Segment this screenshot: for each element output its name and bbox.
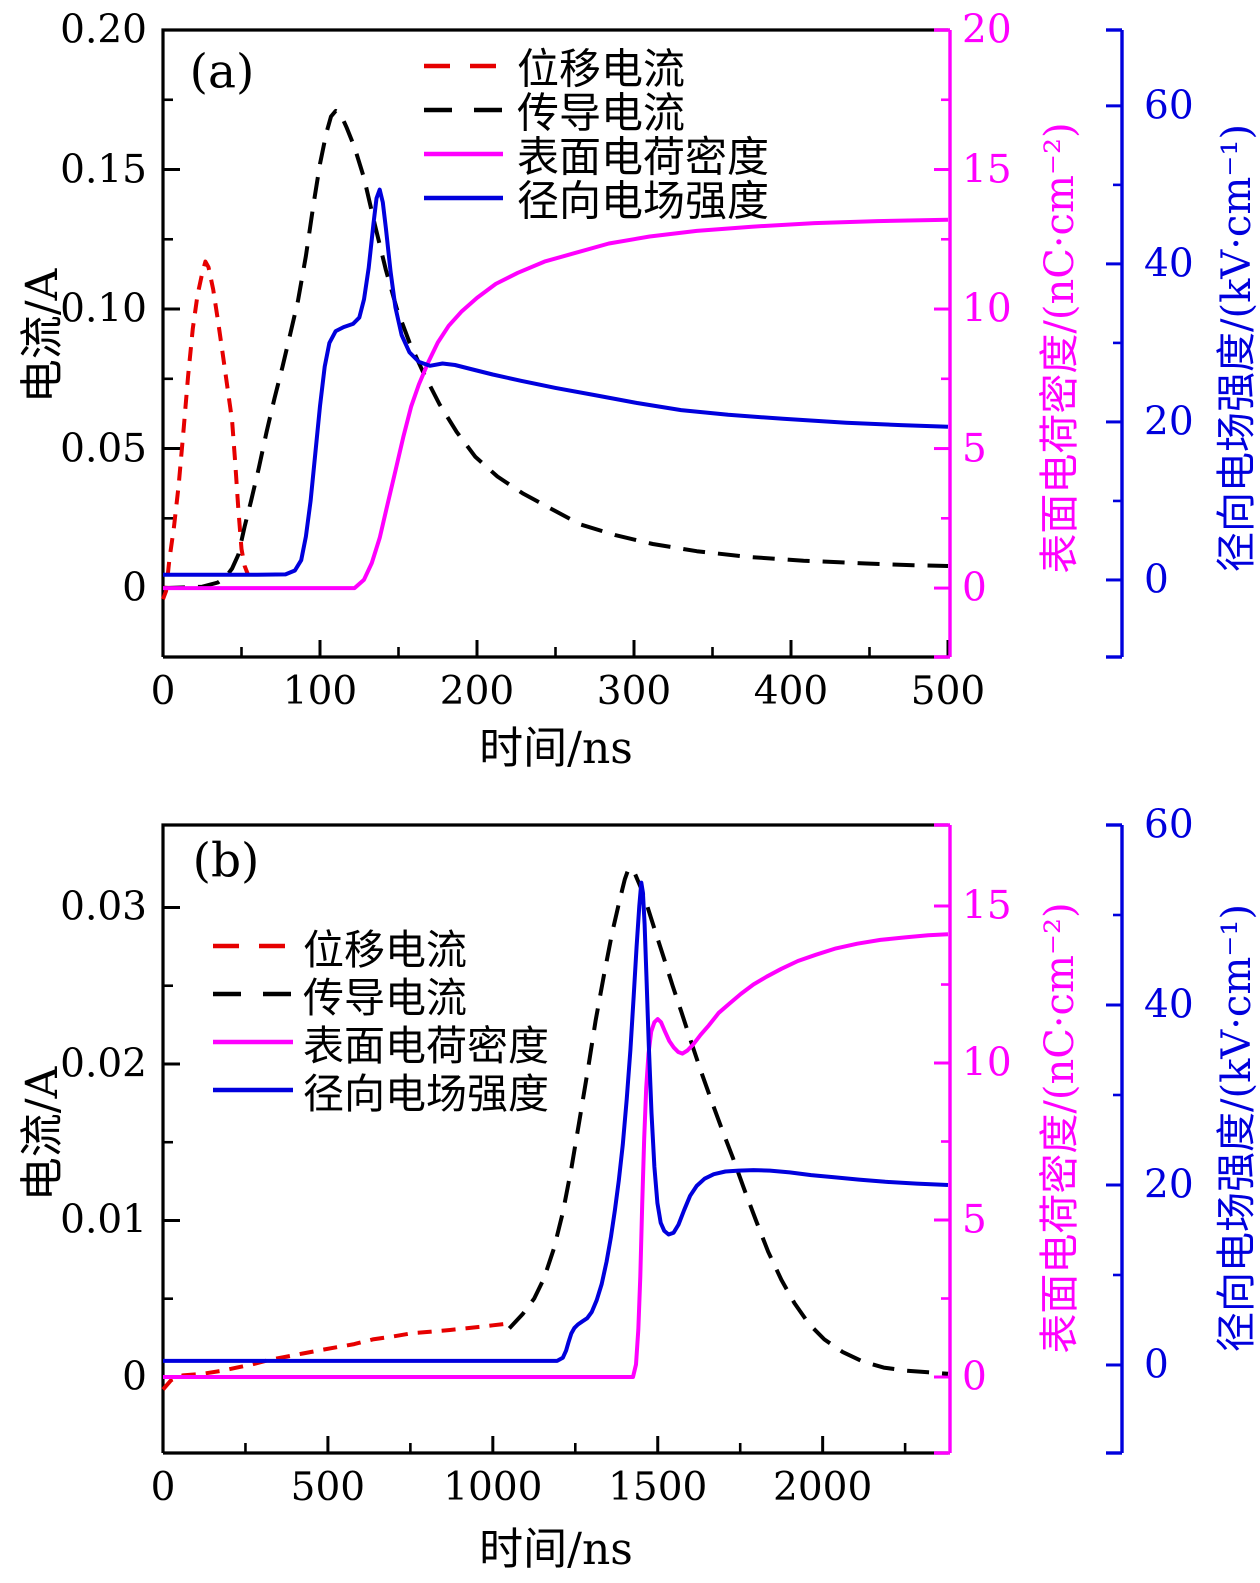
p0-curve-conduction-current (162, 108, 949, 591)
p1-x-tick-label: 1500 (608, 1465, 708, 1510)
p0-curve-displacement-current (161, 259, 250, 600)
p0-legend-label-displacement-current: 位移电流 (517, 44, 686, 94)
panel-a-time-axis-title: 时间/ns (479, 723, 633, 774)
p1-curve-surface-charge-density (163, 932, 949, 1379)
panel-a-charge-axis-title: 表面电荷密度/(nC·cm⁻²) (1037, 122, 1083, 574)
p0-x-tick-label: 300 (596, 669, 672, 714)
panel-b-field-axis-title: 径向电场强度/(kV·cm⁻¹) (1214, 903, 1260, 1353)
p0-curve-radial-electric-field (163, 187, 949, 577)
p0-series-group (161, 108, 949, 600)
panel-b-time-axis-title: 时间/ns (479, 1524, 633, 1575)
p1-yleft-tick-label: 0 (122, 1354, 147, 1400)
p1-legend-label-surface-charge-density: 表面电荷密度 (303, 1022, 549, 1070)
p1-x-tick-label: 500 (290, 1465, 366, 1510)
p1-curve-displacement-current (161, 1321, 507, 1391)
panel-b-charge-axis-title: 表面电荷密度/(nC·cm⁻²) (1037, 902, 1083, 1354)
p0-yleft-tick-label: 0.15 (60, 147, 147, 193)
p1-legend-label-conduction-current: 传导电流 (303, 974, 467, 1022)
p1-yleft-tick-label: 0.02 (60, 1041, 147, 1087)
p1-legend-label-radial-electric-field: 径向电场强度 (303, 1070, 549, 1118)
p0-x-tick-label: 400 (753, 669, 829, 714)
p1-x-tick-label: 1000 (443, 1465, 543, 1510)
p0-yfield-tick-label: 0 (1144, 557, 1169, 603)
p0-curve-surface-charge-density (163, 217, 949, 591)
p1-ycharge-tick-label: 10 (962, 1040, 1012, 1086)
p1-plot-box (161, 823, 948, 1455)
p0-yleft-tick-label: 0.10 (60, 286, 147, 332)
p1-yleft-tick-label: 0.03 (60, 884, 147, 930)
p1-yfield-tick-label: 20 (1144, 1162, 1194, 1208)
p0-x-tick-label: 100 (282, 669, 358, 714)
p1-ycharge-tick-label: 5 (962, 1197, 987, 1243)
p0-ycharge-tick-label: 20 (962, 7, 1012, 53)
p0-yleft-tick-label: 0 (122, 565, 147, 611)
p1-curve-conduction-current (507, 866, 949, 1376)
p1-x-tick-label: 2000 (773, 1465, 873, 1510)
p0-x-tick-label: 200 (439, 669, 515, 714)
p1-yfield-tick-label: 0 (1144, 1342, 1169, 1388)
p1-ycharge-tick-label: 0 (962, 1354, 987, 1400)
p0-yleft-tick-label: 0.05 (60, 426, 147, 472)
panel-a-field-axis-title: 径向电场强度/(kV·cm⁻¹) (1214, 123, 1260, 573)
p0-x-tick-label: 0 (150, 669, 176, 714)
p1-legend-label-displacement-current: 位移电流 (303, 926, 467, 974)
p0-ycharge-tick-label: 10 (962, 286, 1012, 332)
p0-x-tick-label: 500 (910, 669, 986, 714)
panel-b-current-axis-title: 电流/A (17, 1066, 68, 1202)
p1-x-tick-label: 0 (150, 1465, 176, 1510)
p0-yfield-tick-label: 20 (1144, 399, 1194, 445)
p0-legend-label-conduction-current: 传导电流 (517, 88, 686, 138)
p0-yleft-tick-label: 0.20 (60, 7, 147, 53)
p1-ycharge-tick-label: 15 (962, 883, 1012, 929)
p0-yfield-tick-label: 60 (1144, 83, 1194, 129)
p1-yfield-tick-label: 60 (1144, 802, 1194, 848)
p0-legend-label-surface-charge-density: 表面电荷密度 (517, 132, 770, 182)
p0-ycharge-tick-label: 15 (962, 147, 1012, 193)
p0-ycharge-tick-label: 0 (962, 565, 987, 611)
p0-yfield-tick-label: 40 (1144, 241, 1194, 287)
p1-curve-radial-electric-field (163, 880, 949, 1363)
p0-ycharge-tick-label: 5 (962, 426, 987, 472)
p1-yleft-tick-label: 0.01 (60, 1197, 147, 1243)
p1-series-group (161, 866, 949, 1391)
panel-a-letter: (a) (189, 44, 255, 100)
p0-legend-label-radial-electric-field: 径向电场强度 (517, 176, 770, 226)
panel-b-letter: (b) (192, 833, 260, 889)
p1-yfield-tick-label: 40 (1144, 982, 1194, 1028)
